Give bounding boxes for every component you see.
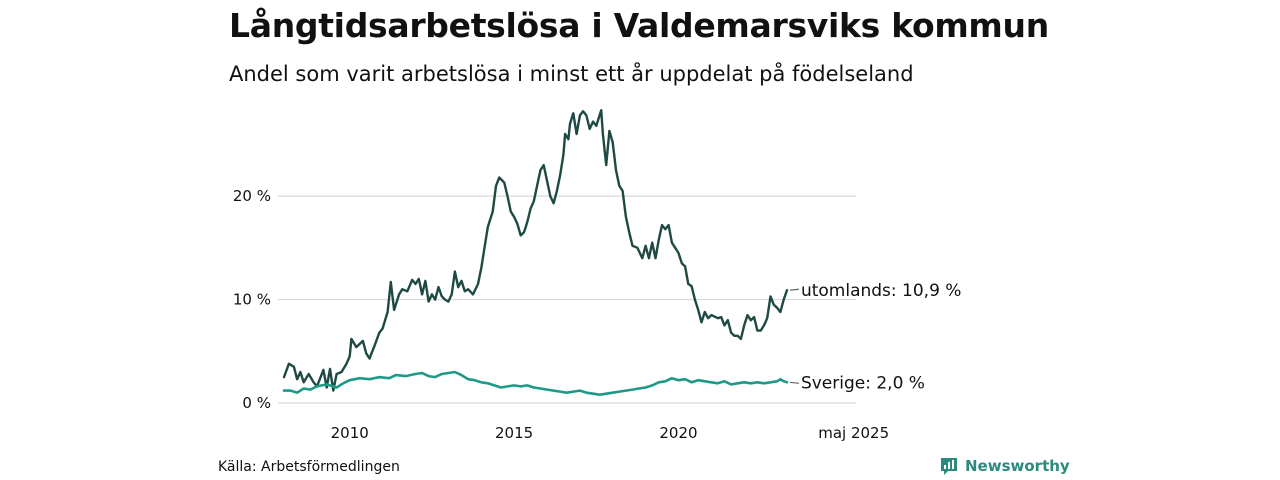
series-line-utomlands xyxy=(282,109,789,392)
chart-title: Långtidsarbetslösa i Valdemarsviks kommu… xyxy=(229,6,1049,45)
y-tick-label: 0 % xyxy=(242,394,271,412)
newsworthy-logo-icon xyxy=(941,458,957,475)
end-label-sverige: Sverige: 2,0 % xyxy=(801,373,925,393)
x-axis: 2010 2015 2020 maj 2025 xyxy=(331,424,890,442)
source-note: Källa: Arbetsförmedlingen xyxy=(218,459,400,475)
brand-logo: Newsworthy xyxy=(939,456,1070,476)
x-tick-label: 2010 xyxy=(331,424,369,442)
chart-subtitle: Andel som varit arbetslösa i minst ett å… xyxy=(229,62,914,86)
x-tick-label: 2015 xyxy=(495,424,533,442)
end-label-connector xyxy=(789,288,800,291)
series-line-sverige xyxy=(282,370,789,396)
y-tick-label: 10 % xyxy=(233,291,271,309)
end-label-utomlands: utomlands: 10,9 % xyxy=(801,281,962,301)
series-lines xyxy=(282,109,789,396)
grid-lines xyxy=(278,195,856,404)
line-chart: 0 % 10 % 20 % 2010 2015 2020 maj 2025 utomlan… xyxy=(233,109,962,442)
y-tick-label: 20 % xyxy=(233,187,271,205)
end-label-connector xyxy=(789,381,800,384)
x-tick-label: 2020 xyxy=(659,424,697,442)
x-tick-label: maj 2025 xyxy=(818,424,889,442)
brand-name: Newsworthy xyxy=(965,457,1070,475)
y-axis: 0 % 10 % 20 % xyxy=(233,187,271,412)
end-labels: utomlands: 10,9 % Sverige: 2,0 % xyxy=(789,281,962,393)
